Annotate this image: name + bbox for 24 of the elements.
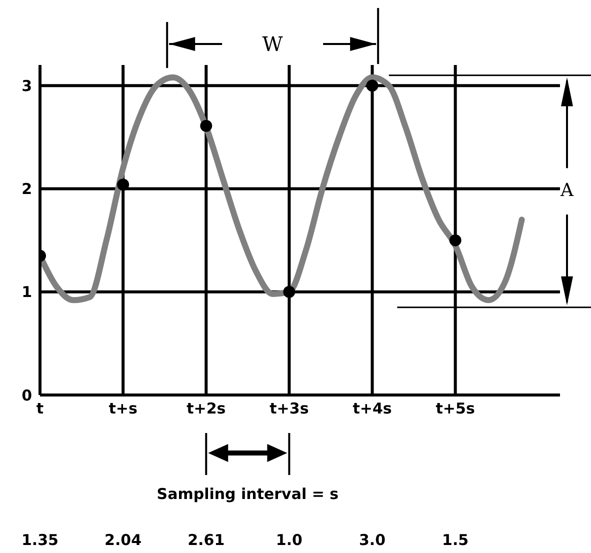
x-tick-label: t+2s	[186, 400, 226, 418]
x-tick-label: t+3s	[270, 400, 309, 418]
text: Sampling interval = s	[156, 485, 339, 503]
data-label: 3.0	[358, 531, 386, 549]
y-tick-label: 1	[22, 283, 32, 302]
x-tick-label: t	[36, 400, 44, 418]
point	[366, 80, 378, 92]
point	[117, 178, 130, 191]
point	[200, 120, 212, 132]
text: W	[262, 32, 284, 56]
data-label: 1.5	[442, 531, 469, 549]
data-label: 1.0	[276, 531, 302, 549]
data-label: 1.35	[21, 531, 59, 549]
data-label: 2.61	[188, 531, 225, 549]
x-tick-label: t+s	[108, 400, 138, 418]
data-label: 2.04	[104, 531, 142, 549]
point	[449, 234, 462, 246]
y-tick-label: 3	[22, 76, 32, 95]
x-tick-label: t+4s	[352, 400, 392, 418]
x-tick-label: t+5s	[436, 400, 475, 418]
text: A	[560, 180, 574, 201]
y-tick-label: 0	[22, 386, 32, 404]
point	[283, 286, 296, 298]
y-tick-label: 2	[22, 180, 32, 198]
